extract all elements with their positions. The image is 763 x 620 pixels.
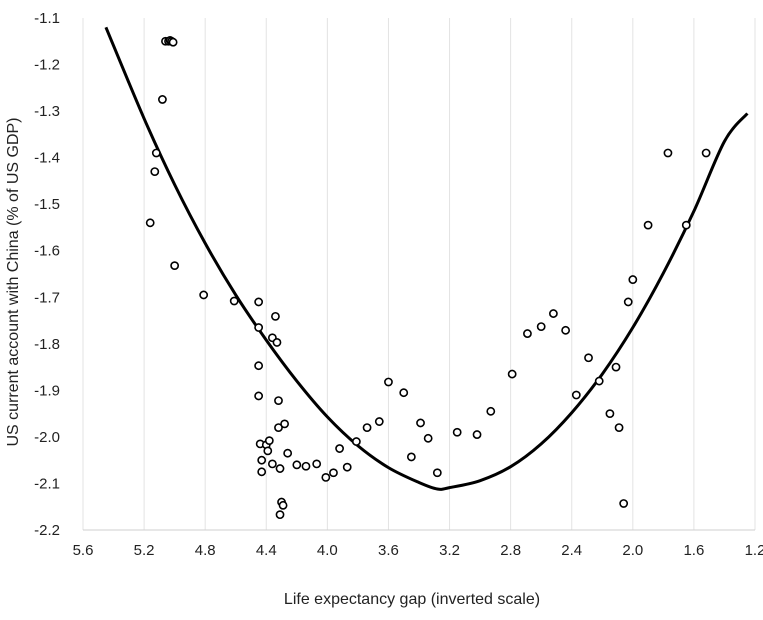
data-point	[274, 396, 283, 406]
y-tick-label: -1.4	[34, 150, 60, 167]
data-point	[614, 423, 624, 432]
data-point	[561, 325, 571, 335]
data-point	[278, 500, 288, 510]
data-point	[643, 220, 653, 230]
data-point	[549, 309, 558, 318]
data-point	[351, 437, 361, 446]
data-point	[150, 167, 160, 176]
data-point	[523, 329, 532, 338]
x-tick-label: 1.2	[745, 542, 763, 559]
data-point	[423, 433, 433, 443]
x-tick-label: 5.2	[134, 542, 155, 559]
data-point	[619, 499, 629, 508]
data-point	[254, 323, 264, 332]
x-tick-label: 5.6	[73, 542, 94, 559]
data-point	[432, 468, 442, 478]
y-axis-title: US current account with China (% of US G…	[5, 117, 22, 446]
x-tick-label: 3.2	[439, 542, 460, 559]
data-point	[257, 455, 267, 465]
data-point	[605, 409, 615, 419]
data-point	[628, 275, 638, 284]
data-point	[611, 362, 621, 372]
data-point	[681, 220, 691, 230]
data-point	[384, 377, 393, 387]
data-point	[507, 369, 517, 379]
data-point	[267, 459, 277, 469]
data-point	[406, 452, 416, 462]
y-tick-label: -1.7	[34, 289, 60, 306]
data-point	[274, 423, 283, 432]
y-tick-label: -1.2	[34, 57, 60, 74]
data-point	[335, 444, 344, 453]
gridlines	[82, 18, 756, 530]
x-tick-label: 2.4	[561, 542, 582, 559]
data-point	[170, 261, 180, 271]
x-tick-label: 2.0	[622, 542, 643, 559]
y-tick-labels: -1.1 -1.2 -1.3 -1.4 -1.5 -1.6 -1.7 -1.8 -1.9 -2.0…	[34, 10, 60, 539]
x-tick-label: 4.0	[317, 542, 338, 559]
y-tick-label: -1.5	[34, 196, 60, 213]
data-point	[264, 436, 274, 446]
data-point	[275, 464, 285, 473]
x-tick-labels: 5.6 5.2 4.8 4.4 4.0 3.6 3.2 2.8 2.4 2.0 1.6 1.2	[73, 542, 763, 559]
data-point	[416, 418, 425, 428]
data-point	[254, 391, 264, 401]
data-point	[301, 461, 311, 471]
x-tick-label: 3.6	[378, 542, 399, 559]
y-tick-label: -1.9	[34, 382, 60, 399]
data-points	[145, 35, 711, 520]
data-point	[594, 376, 604, 386]
data-point	[362, 423, 372, 432]
data-point	[312, 459, 322, 469]
data-point	[168, 37, 178, 47]
data-point	[275, 510, 285, 520]
data-point	[292, 460, 302, 470]
data-point	[263, 446, 273, 456]
data-point	[623, 297, 633, 307]
data-point	[229, 296, 239, 306]
y-tick-label: -2.0	[34, 429, 60, 446]
y-tick-label: -2.2	[34, 522, 60, 539]
data-point	[536, 322, 546, 331]
data-point	[199, 290, 209, 300]
data-point	[271, 311, 280, 321]
y-tick-label: -1.3	[34, 103, 60, 120]
data-point	[342, 462, 352, 472]
data-point	[257, 467, 267, 477]
x-tick-label: 4.8	[195, 542, 216, 559]
fitted-curve	[104, 26, 749, 491]
data-point	[663, 148, 673, 158]
data-point	[374, 417, 384, 426]
data-point	[145, 218, 155, 228]
y-tick-label: -1.6	[34, 243, 60, 260]
data-point	[486, 406, 496, 416]
x-tick-label: 4.4	[256, 542, 277, 559]
data-point	[399, 388, 409, 398]
data-point	[584, 353, 593, 363]
y-tick-label: -2.1	[34, 475, 60, 492]
data-point	[151, 148, 161, 158]
y-tick-label: -1.1	[34, 10, 60, 27]
data-point	[254, 361, 264, 371]
data-point	[283, 448, 293, 458]
data-point	[329, 468, 338, 478]
data-point	[158, 95, 167, 104]
y-tick-label: -1.8	[34, 336, 60, 353]
data-point	[472, 430, 482, 439]
data-point	[280, 419, 289, 429]
data-point	[452, 427, 462, 437]
x-tick-label: 2.8	[500, 542, 521, 559]
data-point	[254, 297, 264, 307]
data-point	[701, 148, 711, 158]
x-tick-label: 1.6	[683, 542, 704, 559]
data-point	[272, 338, 282, 347]
x-axis-title: Life expectancy gap (inverted scale)	[284, 591, 540, 608]
data-point	[321, 473, 331, 482]
data-point	[571, 390, 581, 400]
